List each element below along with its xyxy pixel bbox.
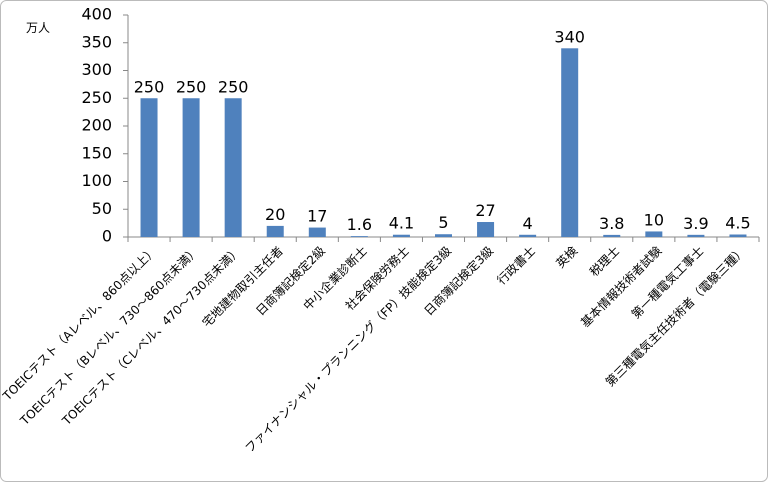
bar	[182, 98, 200, 237]
value-label: 4	[523, 214, 533, 233]
y-axis-label: 万人	[26, 21, 50, 35]
bar	[435, 234, 452, 237]
value-label: 3.9	[683, 214, 708, 233]
bar	[561, 48, 579, 237]
value-label: 4.1	[389, 214, 414, 233]
y-tick-label: 0	[102, 227, 112, 246]
y-tick-label: 250	[81, 88, 112, 107]
value-label: 250	[176, 77, 207, 96]
value-label: 10	[644, 210, 664, 229]
bar	[350, 236, 368, 237]
y-tick-label: 350	[81, 32, 112, 51]
value-label: 250	[218, 77, 249, 96]
bar	[308, 227, 326, 237]
y-tick-label: 300	[81, 60, 112, 79]
y-tick-label: 50	[92, 199, 112, 218]
y-tick-label: 200	[81, 116, 112, 135]
y-tick-label: 100	[81, 171, 112, 190]
bar	[603, 234, 621, 237]
bar	[477, 222, 495, 237]
value-label: 27	[475, 201, 495, 220]
value-label: 340	[554, 27, 585, 46]
value-label: 1.6	[347, 215, 372, 234]
y-tick-label: 150	[81, 143, 112, 162]
value-label: 3.8	[599, 214, 624, 233]
bar	[266, 225, 284, 237]
value-label: 250	[134, 77, 165, 96]
bar	[392, 234, 410, 237]
bar	[687, 234, 705, 237]
bar	[729, 234, 747, 237]
bar	[645, 231, 663, 237]
bar	[519, 234, 537, 237]
value-label: 4.5	[725, 214, 750, 233]
y-tick-label: 400	[81, 5, 112, 24]
value-label: 17	[307, 207, 327, 226]
value-label: 20	[265, 205, 285, 224]
bar	[140, 98, 158, 237]
value-label: 5	[438, 213, 448, 232]
bar	[224, 98, 242, 237]
